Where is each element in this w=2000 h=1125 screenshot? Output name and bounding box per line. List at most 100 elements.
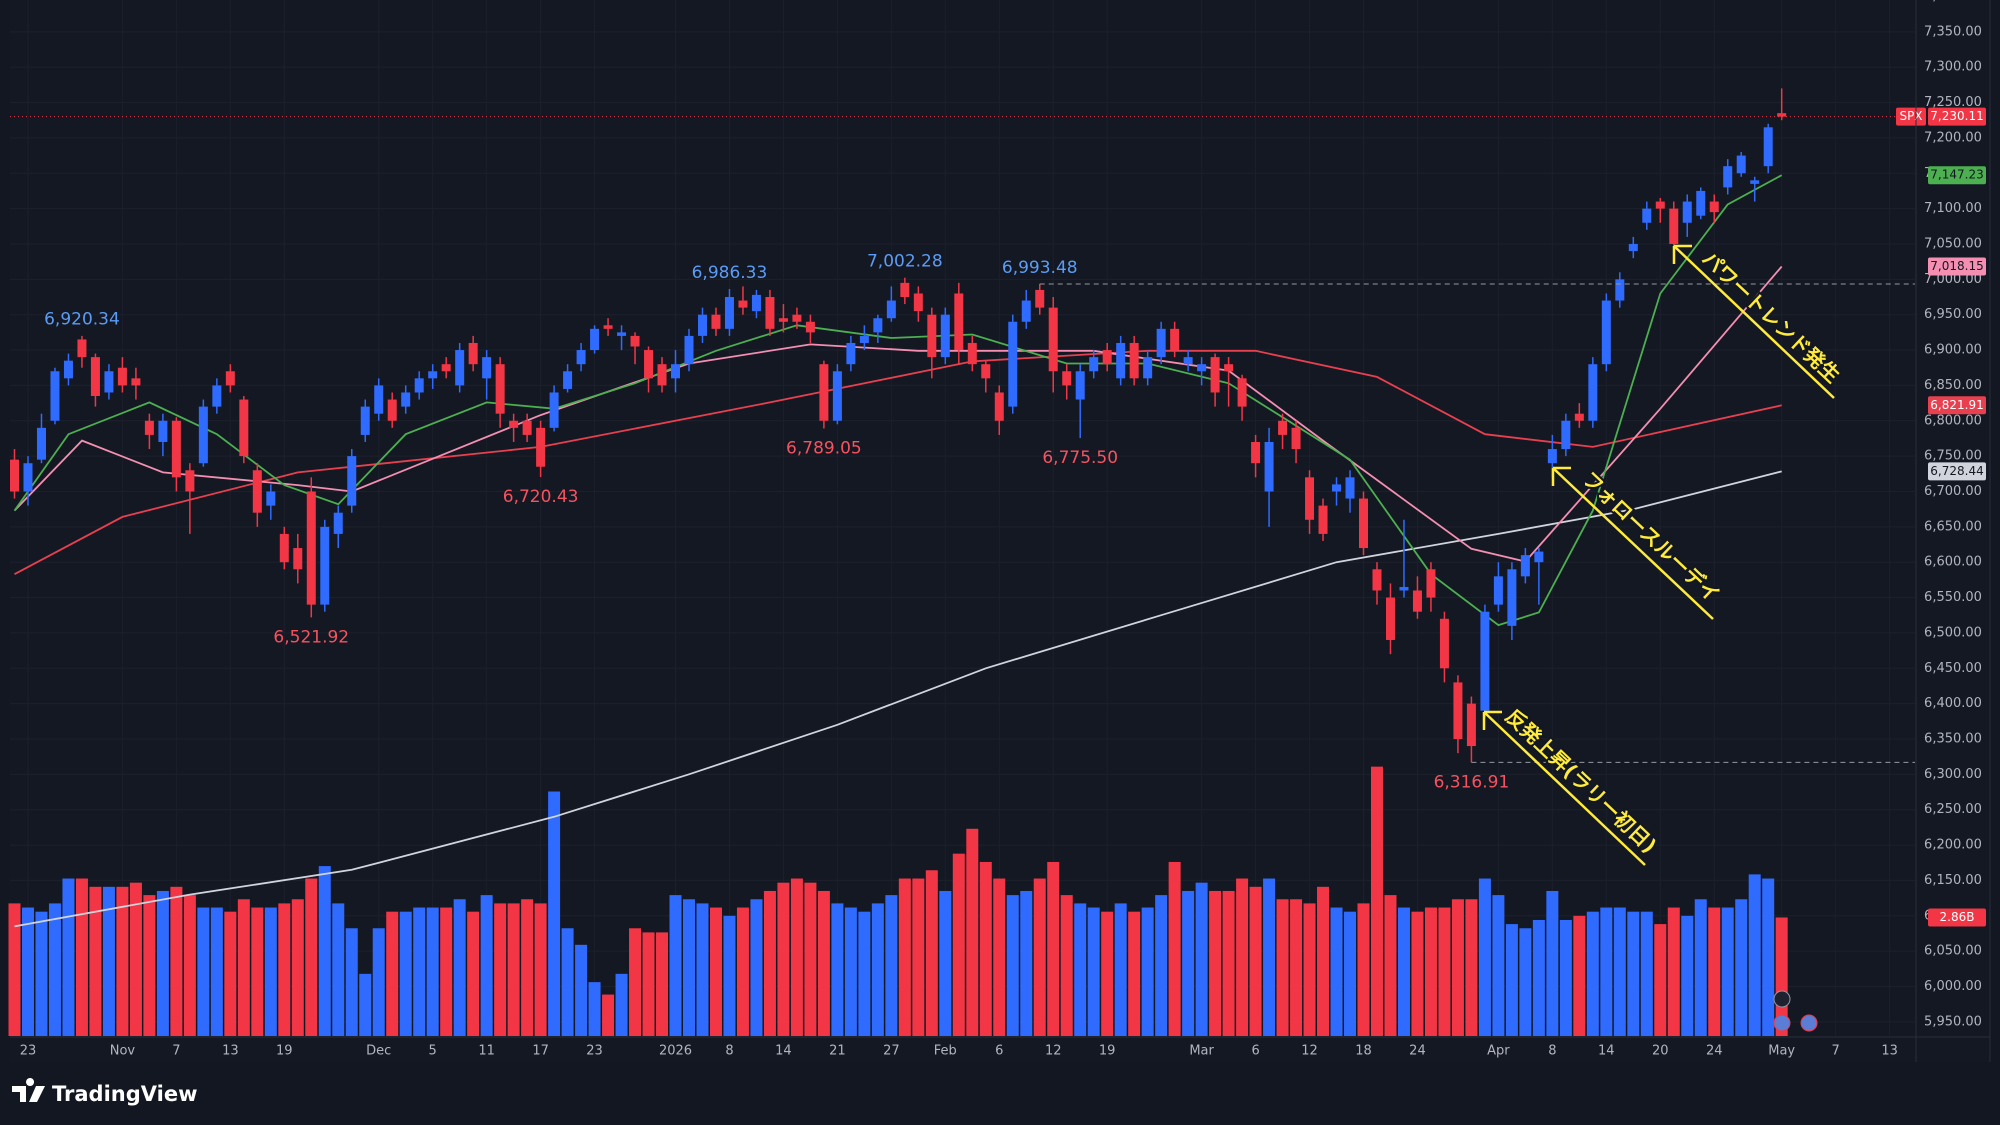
candle-body bbox=[1156, 328, 1166, 358]
volume-bar bbox=[183, 895, 196, 1036]
candle-body bbox=[495, 364, 505, 414]
x-tick-label: 8 bbox=[1548, 1044, 1556, 1059]
candle-body bbox=[873, 318, 883, 333]
volume-bar bbox=[629, 928, 642, 1036]
y-tick-label: 6,950.00 bbox=[1924, 307, 1982, 322]
candle-body bbox=[1345, 477, 1355, 499]
volume-bar bbox=[642, 932, 655, 1036]
candle-body bbox=[792, 314, 802, 322]
volume-bar bbox=[1303, 903, 1316, 1036]
volume-bar bbox=[1006, 895, 1019, 1036]
event-icon[interactable] bbox=[1773, 1014, 1791, 1032]
x-tick-label: 7 bbox=[172, 1044, 180, 1059]
volume-bar bbox=[656, 932, 669, 1036]
volume-bar bbox=[318, 866, 331, 1036]
x-tick-label: Mar bbox=[1189, 1044, 1214, 1059]
candle-body bbox=[1507, 569, 1517, 626]
candle-body bbox=[1183, 357, 1193, 365]
candle-body bbox=[1615, 279, 1625, 301]
volume-bar bbox=[804, 882, 817, 1036]
volume-bar bbox=[1640, 911, 1653, 1036]
volume-bar bbox=[521, 899, 534, 1036]
candle-body bbox=[1709, 201, 1719, 213]
event-icon[interactable] bbox=[1800, 1014, 1818, 1032]
candle-body bbox=[1547, 449, 1557, 464]
candle-body bbox=[36, 427, 46, 460]
volume-bar bbox=[359, 973, 372, 1036]
volume-bar bbox=[736, 907, 749, 1036]
x-tick-label: 17 bbox=[532, 1044, 549, 1059]
volume-bar bbox=[453, 899, 466, 1036]
volume-bar bbox=[386, 911, 399, 1036]
candle-body bbox=[981, 364, 991, 379]
volume-bar bbox=[1411, 911, 1424, 1036]
volume-bar bbox=[1708, 907, 1721, 1036]
candle-body bbox=[994, 392, 1004, 421]
y-tick-label: 6,750.00 bbox=[1924, 449, 1982, 464]
volume-bar bbox=[264, 907, 277, 1036]
volume-bar bbox=[1397, 907, 1410, 1036]
volume-bar bbox=[1735, 899, 1748, 1036]
volume-bar bbox=[1020, 890, 1033, 1036]
x-tick-label: 13 bbox=[222, 1044, 239, 1059]
y-tick-label: 6,250.00 bbox=[1924, 802, 1982, 817]
y-tick-label: 6,650.00 bbox=[1924, 519, 1982, 534]
volume-bar bbox=[480, 895, 493, 1036]
candle-body bbox=[158, 420, 168, 442]
volume-bar bbox=[534, 903, 547, 1036]
x-tick-label: 6 bbox=[1251, 1044, 1259, 1059]
volume-bar bbox=[372, 928, 385, 1036]
y-tick-label: 6,000.00 bbox=[1924, 979, 1982, 994]
x-tick-label: 8 bbox=[725, 1044, 733, 1059]
x-tick-label: 20 bbox=[1652, 1044, 1669, 1059]
candle-body bbox=[455, 350, 465, 386]
volume-bar bbox=[952, 853, 965, 1036]
volume-bar bbox=[898, 878, 911, 1036]
candle-body bbox=[657, 364, 667, 386]
candle-body bbox=[441, 364, 451, 372]
x-tick-label: 7 bbox=[1832, 1044, 1840, 1059]
candle-body bbox=[684, 335, 694, 365]
price-label: 6,986.33 bbox=[692, 263, 768, 283]
volume-bar bbox=[1546, 890, 1559, 1036]
candle-body bbox=[1453, 682, 1463, 739]
volume-bar bbox=[1492, 895, 1505, 1036]
volume-bar bbox=[48, 903, 61, 1036]
volume-bar bbox=[332, 903, 345, 1036]
volume-bar bbox=[305, 878, 318, 1036]
event-icon[interactable] bbox=[1773, 990, 1791, 1008]
volume-bar bbox=[1600, 907, 1613, 1036]
volume-bar bbox=[75, 878, 88, 1036]
price-label: 6,775.50 bbox=[1042, 448, 1118, 468]
candle-body bbox=[805, 321, 815, 333]
x-tick-label: Apr bbox=[1487, 1044, 1510, 1059]
volume-bar bbox=[548, 791, 561, 1036]
volume-bar bbox=[1114, 903, 1127, 1036]
volume-bar bbox=[440, 907, 453, 1036]
candle-body bbox=[1197, 364, 1207, 372]
candle-body bbox=[630, 335, 640, 347]
volume-bar bbox=[1222, 890, 1235, 1036]
volume-bar bbox=[750, 899, 763, 1036]
volume-bar bbox=[844, 907, 857, 1036]
price-label: 6,720.43 bbox=[503, 487, 579, 507]
candle-body bbox=[10, 459, 19, 492]
volume-bar bbox=[1047, 861, 1060, 1036]
candle-body bbox=[1601, 300, 1611, 365]
volume-bar bbox=[197, 907, 210, 1036]
candle-body bbox=[1291, 427, 1301, 450]
candle-body bbox=[144, 420, 154, 435]
candle-body bbox=[1318, 505, 1328, 534]
candle-body bbox=[1480, 611, 1490, 711]
volume-bar bbox=[1141, 907, 1154, 1036]
candle-body bbox=[1466, 703, 1476, 747]
x-tick-label: 11 bbox=[478, 1044, 495, 1059]
volume-bar bbox=[1438, 907, 1451, 1036]
candle-body bbox=[1035, 289, 1045, 308]
candle-body bbox=[1237, 378, 1247, 407]
volume-bar bbox=[1249, 886, 1262, 1036]
candle-body bbox=[778, 318, 788, 322]
volume-bar bbox=[507, 903, 520, 1036]
volume-bar bbox=[1519, 928, 1532, 1036]
candle-body bbox=[50, 371, 60, 421]
